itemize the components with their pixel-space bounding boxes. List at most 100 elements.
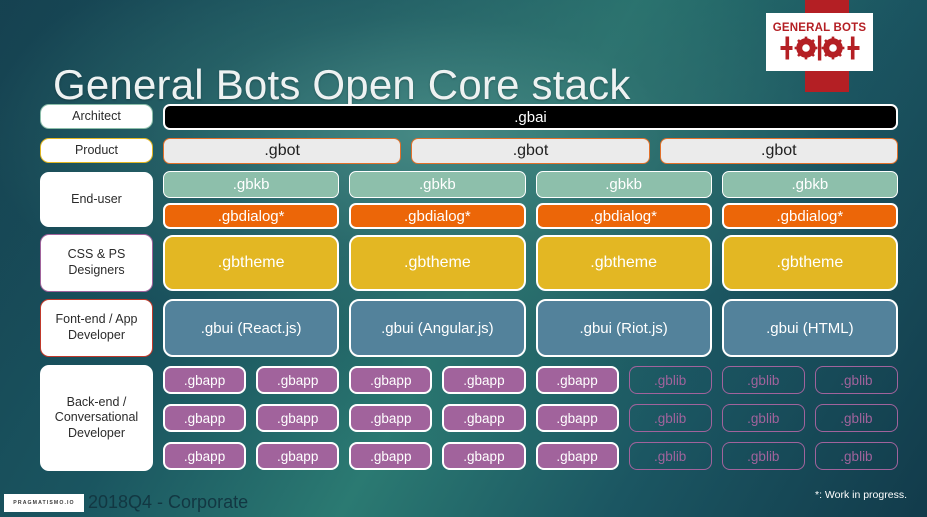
footer-note: 2018Q4 - Corporate [88,492,249,512]
gbdialog-box[interactable]: .gbdialog* [163,203,340,229]
gblib-label: .gblib [840,372,873,388]
gblib-label: .gblib [747,372,780,388]
gbai-box[interactable]: .gbai [163,104,898,130]
gbot-box[interactable]: .gbot [163,138,402,164]
gbdialog-box[interactable]: .gbdialog* [721,203,898,229]
gbui-box[interactable]: .gbui (Angular.js) [349,299,526,357]
role-label-end-user: End-user [40,172,153,227]
gbapp-label: .gbapp [556,410,598,426]
gbot-box[interactable]: .gbot [411,138,650,164]
gblib-label: .gblib [654,448,687,464]
gbapp-box[interactable]: .gbapp [442,442,526,470]
gbtheme-box[interactable]: .gbtheme [535,235,712,291]
role-label-back-end: Back-end / Conversational Developer [40,365,153,471]
gbapp-label: .gbapp [277,410,319,426]
gbui-label: .gbui (React.js) [200,319,302,337]
gbtheme-box[interactable]: .gbtheme [721,235,898,291]
role-label-text: CSS & PS Designers [67,247,126,277]
gbapp-label: .gbapp [370,372,412,388]
gbapp-box[interactable]: .gbapp [163,366,247,394]
gblib-label: .gblib [840,410,873,426]
gbtheme-box[interactable]: .gbtheme [163,235,340,291]
gblib-label: .gblib [747,448,780,464]
work-in-progress-footnote: *: Work in progress. [814,489,907,501]
gbkb-box[interactable]: .gbkb [535,171,712,198]
gbapp-label: .gbapp [370,448,412,464]
role-label-text: Architect [72,108,121,123]
gbapp-box[interactable]: .gbapp [442,404,526,432]
gblib-label: .gblib [840,448,873,464]
gbdialog-label: .gbdialog* [590,207,657,225]
gbapp-label: .gbapp [277,448,319,464]
gblib-box[interactable]: .gblib [814,366,898,394]
gbapp-box[interactable]: .gbapp [256,366,340,394]
gbui-label: .gbui (Angular.js) [381,319,494,337]
gblib-box[interactable]: .gblib [721,404,805,432]
gbdialog-label: .gbdialog* [404,207,471,225]
gbkb-box[interactable]: .gbkb [721,171,898,198]
gbkb-label: .gbkb [605,176,642,193]
gbai-label: .gbai [514,108,547,126]
gblib-box[interactable]: .gblib [814,404,898,432]
gbot-box[interactable]: .gbot [659,138,898,164]
gbot-label: .gbot [761,142,797,159]
gblib-label: .gblib [654,372,687,388]
gbapp-label: .gbapp [183,410,226,426]
gbtheme-label: .gbtheme [776,254,844,271]
gblib-box[interactable]: .gblib [814,442,898,470]
gbapp-label: .gbapp [463,448,505,464]
gbapp-box[interactable]: .gbapp [442,366,526,394]
gbapp-box[interactable]: .gbapp [535,404,619,432]
gbapp-box[interactable]: .gbapp [349,366,433,394]
gblib-box[interactable]: .gblib [628,442,712,470]
gbapp-box[interactable]: .gbapp [163,404,247,432]
gbdialog-label: .gbdialog* [217,207,285,225]
gbapp-label: .gbapp [183,448,226,464]
gbui-box[interactable]: .gbui (HTML) [721,299,898,357]
gbapp-label: .gbapp [183,372,226,388]
general-bots-logo: GENERAL BOTS [766,13,873,71]
page-title: General Bots Open Core stack [53,61,631,109]
role-label-text: End-user [71,191,122,206]
gbui-label: .gbui (HTML) [766,319,854,337]
gbapp-label: .gbapp [370,410,412,426]
gblib-box[interactable]: .gblib [628,404,712,432]
pragmatismo-logo-text: PRAGMATISMO.IO [13,500,75,506]
gbkb-box[interactable]: .gbkb [349,171,526,198]
gbapp-label: .gbapp [463,410,505,426]
gbapp-box[interactable]: .gbapp [256,442,340,470]
gbdialog-box[interactable]: .gbdialog* [535,203,712,229]
gbapp-label: .gbapp [463,372,505,388]
gbapp-label: .gbapp [556,372,598,388]
role-label-product: Product [40,138,153,163]
role-label-architect: Architect [40,104,153,129]
gbui-box[interactable]: .gbui (React.js) [163,299,340,357]
general-bots-logo-text: GENERAL BOTS [772,21,867,34]
gbapp-box[interactable]: .gbapp [349,442,433,470]
role-label-css-ps: CSS & PS Designers [40,234,153,292]
gbapp-label: .gbapp [277,372,319,388]
gbkb-box[interactable]: .gbkb [163,171,340,198]
gblib-box[interactable]: .gblib [628,366,712,394]
gbapp-label: .gbapp [556,448,598,464]
gbot-label: .gbot [512,142,549,159]
role-label-font-end-app: Font-end / App Developer [40,299,153,357]
gbapp-box[interactable]: .gbapp [349,404,433,432]
gbapp-box[interactable]: .gbapp [256,404,340,432]
role-label-text: Font-end / App Developer [55,312,138,342]
gbot-label: .gbot [264,142,300,159]
gbui-box[interactable]: .gbui (Riot.js) [535,299,712,357]
gblib-box[interactable]: .gblib [721,366,805,394]
gbdialog-box[interactable]: .gbdialog* [349,203,526,229]
role-label-text: Product [74,142,119,157]
gblib-label: .gblib [747,410,780,426]
gblib-box[interactable]: .gblib [721,442,805,470]
gbapp-box[interactable]: .gbapp [535,366,619,394]
gbtheme-box[interactable]: .gbtheme [349,235,526,291]
gbapp-box[interactable]: .gbapp [163,442,247,470]
gears-logo-icon [780,35,859,61]
gbapp-box[interactable]: .gbapp [535,442,619,470]
gbtheme-label: .gbtheme [217,254,285,271]
gbkb-label: .gbkb [232,176,270,193]
